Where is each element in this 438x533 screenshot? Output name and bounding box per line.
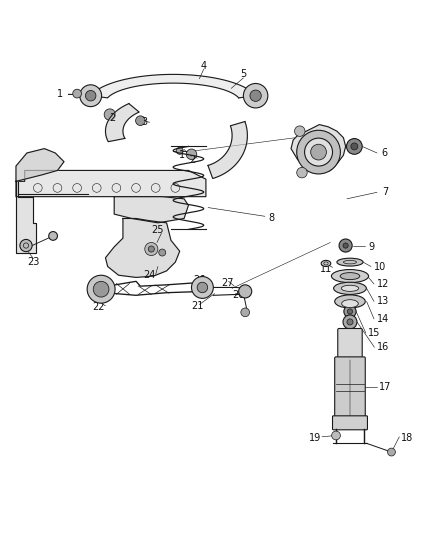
Text: 3: 3 — [142, 117, 148, 127]
Polygon shape — [291, 125, 346, 173]
Circle shape — [145, 243, 158, 256]
Polygon shape — [114, 197, 188, 223]
Circle shape — [176, 147, 183, 154]
Circle shape — [388, 448, 396, 456]
Ellipse shape — [342, 300, 358, 308]
Ellipse shape — [321, 261, 331, 266]
Text: 26: 26 — [193, 274, 205, 285]
Text: 27: 27 — [222, 278, 234, 288]
Circle shape — [347, 319, 353, 325]
Circle shape — [344, 305, 356, 318]
Circle shape — [250, 90, 261, 101]
Text: 25: 25 — [152, 225, 164, 235]
Text: 22: 22 — [93, 302, 105, 312]
Circle shape — [80, 85, 102, 107]
Polygon shape — [106, 219, 180, 277]
Polygon shape — [16, 171, 206, 197]
Circle shape — [347, 309, 353, 314]
Text: 5: 5 — [240, 69, 246, 79]
Text: 18: 18 — [401, 433, 413, 442]
Ellipse shape — [337, 258, 363, 266]
Circle shape — [191, 277, 213, 298]
Circle shape — [186, 149, 197, 159]
Circle shape — [351, 143, 358, 150]
Text: 17: 17 — [379, 382, 391, 392]
Polygon shape — [16, 181, 35, 253]
FancyBboxPatch shape — [338, 328, 362, 362]
Text: 19: 19 — [309, 433, 321, 442]
Circle shape — [311, 144, 326, 160]
Ellipse shape — [335, 295, 365, 308]
Circle shape — [104, 109, 116, 120]
Text: 9: 9 — [369, 242, 375, 252]
Circle shape — [159, 249, 166, 256]
Ellipse shape — [332, 270, 368, 282]
Circle shape — [244, 84, 268, 108]
Text: 15: 15 — [368, 328, 380, 338]
Text: 8: 8 — [268, 214, 275, 223]
Text: 23: 23 — [27, 257, 39, 267]
Circle shape — [85, 91, 96, 101]
Circle shape — [49, 231, 57, 240]
Polygon shape — [16, 149, 64, 181]
Circle shape — [239, 285, 252, 298]
Text: 1: 1 — [179, 150, 185, 160]
Text: 6: 6 — [382, 148, 388, 158]
Ellipse shape — [334, 282, 366, 294]
Circle shape — [343, 315, 357, 329]
Circle shape — [304, 138, 332, 166]
Circle shape — [20, 239, 32, 252]
Text: 24: 24 — [143, 270, 155, 280]
Polygon shape — [208, 122, 247, 179]
FancyBboxPatch shape — [332, 416, 367, 430]
Text: 2: 2 — [109, 113, 115, 123]
Text: 14: 14 — [377, 314, 389, 324]
Ellipse shape — [341, 285, 359, 292]
Text: 16: 16 — [377, 342, 389, 352]
Text: 7: 7 — [382, 187, 388, 197]
FancyBboxPatch shape — [335, 357, 365, 418]
Circle shape — [297, 167, 307, 178]
Text: 12: 12 — [377, 279, 389, 289]
Circle shape — [346, 139, 362, 154]
Circle shape — [332, 431, 340, 440]
Text: 21: 21 — [191, 301, 203, 311]
Circle shape — [93, 281, 109, 297]
Circle shape — [297, 130, 340, 174]
Text: 4: 4 — [201, 61, 207, 71]
Polygon shape — [106, 103, 139, 142]
Text: 13: 13 — [377, 296, 389, 306]
Circle shape — [73, 89, 81, 98]
Text: 2: 2 — [190, 155, 196, 165]
Circle shape — [87, 275, 115, 303]
Circle shape — [343, 243, 348, 248]
Circle shape — [197, 282, 208, 293]
Circle shape — [294, 126, 305, 136]
Ellipse shape — [340, 272, 360, 280]
Text: 10: 10 — [374, 262, 387, 271]
Text: 20: 20 — [233, 290, 245, 300]
Circle shape — [136, 116, 145, 125]
Circle shape — [241, 308, 250, 317]
Circle shape — [339, 239, 352, 252]
Polygon shape — [91, 75, 256, 98]
Text: 11: 11 — [320, 264, 332, 273]
Text: 1: 1 — [57, 89, 63, 99]
Circle shape — [148, 246, 154, 252]
